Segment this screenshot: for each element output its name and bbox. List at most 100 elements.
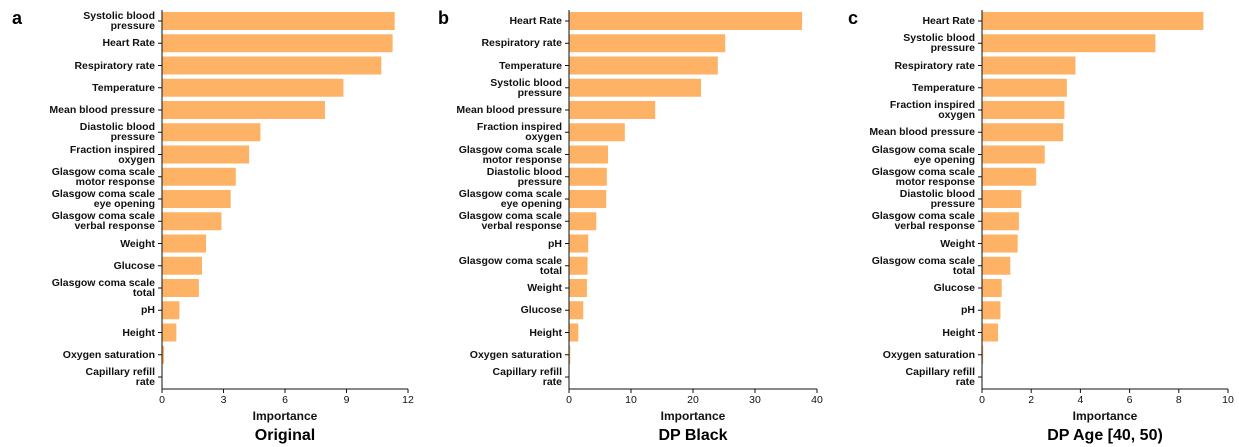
bar — [982, 101, 1065, 119]
bar — [569, 345, 571, 364]
bar — [569, 145, 609, 164]
y-tick-label: Glasgow coma scale total — [871, 254, 975, 277]
y-tick-label: Weight — [527, 282, 562, 294]
x-tick-label: 0 — [979, 394, 985, 406]
panel-title: DP Black — [658, 427, 728, 444]
bar — [982, 212, 1019, 231]
bar — [982, 78, 1067, 97]
x-tick-label: 3 — [220, 394, 227, 406]
bar — [162, 345, 165, 364]
bar — [982, 279, 1002, 297]
bar — [982, 301, 1001, 320]
y-tick-label: Heart Rate — [102, 37, 155, 50]
panel-title: DP Age [40, 50) — [1047, 427, 1163, 444]
bar — [982, 56, 1076, 75]
bar — [162, 212, 222, 231]
y-tick-label: Diastolic blood pressure — [899, 188, 975, 210]
bar — [982, 323, 998, 342]
bar — [569, 190, 607, 208]
y-tick-label: Weight — [940, 237, 975, 250]
y-tick-label: Oxygen saturation — [62, 348, 155, 361]
y-tick-label: Diastolic blood pressure — [79, 121, 155, 144]
bar — [162, 279, 199, 297]
y-tick-label: Height — [942, 326, 975, 339]
y-tick-label: Glasgow coma scale verbal response — [871, 210, 975, 233]
y-tick-label: Glasgow coma scale total — [458, 254, 562, 277]
bar — [569, 256, 588, 275]
x-axis-label: Importance — [660, 409, 726, 423]
y-tick-label: Respiratory rate — [74, 59, 155, 72]
y-tick-label: Glasgow coma scale motor response — [51, 165, 155, 188]
y-tick-label: Heart Rate — [922, 15, 975, 27]
bar — [569, 123, 625, 142]
x-tick-label: 6 — [1126, 394, 1133, 406]
x-tick-label: 30 — [749, 394, 761, 406]
bar — [162, 190, 231, 208]
y-tick-label: Glucose — [520, 304, 562, 317]
y-tick-label: pH — [141, 304, 155, 317]
bar — [982, 345, 984, 364]
y-tick-label: Capillary refill rate — [492, 366, 562, 388]
y-tick-label: Temperature — [499, 59, 562, 72]
y-tick-label: Height — [122, 326, 155, 339]
bar — [569, 212, 597, 231]
y-tick-label: Heart Rate — [509, 15, 562, 27]
x-tick-label: 40 — [811, 394, 823, 406]
y-tick-label: Diastolic blood pressure — [486, 165, 562, 188]
x-tick-label: 20 — [687, 394, 699, 406]
y-tick-label: Systolic blood pressure — [83, 10, 155, 32]
bar — [162, 123, 261, 142]
panel-label: a — [12, 8, 23, 28]
y-tick-label: Fraction inspired oxygen — [476, 121, 562, 144]
y-tick-label: Glasgow coma scale motor response — [458, 143, 562, 166]
bar — [162, 234, 207, 253]
x-tick-label: 12 — [402, 394, 414, 406]
y-tick-label: pH — [961, 304, 975, 317]
x-tick-label: 8 — [1175, 394, 1182, 406]
y-tick-label: Glasgow coma scale total — [51, 277, 155, 299]
x-tick-label: 6 — [282, 394, 288, 406]
bar — [162, 256, 202, 275]
bar — [569, 56, 718, 75]
bar — [982, 145, 1045, 164]
y-tick-label: Respiratory rate — [894, 59, 975, 72]
y-tick-label: Capillary refill rate — [85, 366, 155, 388]
x-tick-label: 0 — [566, 394, 572, 406]
y-tick-label: Capillary refill rate — [905, 366, 975, 388]
y-tick-label: Oxygen saturation — [469, 348, 562, 361]
x-tick-label: 2 — [1028, 394, 1035, 406]
y-tick-label: Temperature — [92, 81, 155, 94]
bar — [162, 12, 395, 30]
y-tick-label: Glucose — [933, 282, 975, 294]
panel-label: b — [438, 8, 449, 28]
bar — [162, 56, 382, 75]
y-tick-label: Respiratory rate — [481, 37, 562, 50]
y-tick-label: Fraction inspired oxygen — [889, 99, 975, 121]
y-tick-label: Fraction inspired oxygen — [69, 143, 155, 166]
bar — [569, 167, 607, 186]
y-tick-label: Mean blood pressure — [456, 104, 562, 116]
panel-title: Original — [254, 427, 316, 444]
x-tick-label: 0 — [159, 394, 165, 406]
y-tick-label: pH — [548, 237, 562, 250]
panel-label: c — [848, 8, 859, 28]
y-tick-label: Height — [529, 326, 562, 339]
bar — [982, 123, 1064, 142]
bar — [982, 12, 1204, 30]
bar — [569, 301, 584, 320]
bar — [162, 145, 250, 164]
y-tick-label: Mean blood pressure — [49, 104, 155, 116]
bar — [982, 34, 1156, 53]
y-tick-label: Weight — [120, 237, 155, 250]
bar — [569, 323, 579, 342]
x-tick-label: 4 — [1077, 394, 1084, 406]
bar — [569, 12, 803, 30]
y-tick-label: Oxygen saturation — [882, 348, 975, 361]
bar — [569, 101, 656, 119]
y-tick-label: Glasgow coma scale eye opening — [51, 188, 155, 210]
y-tick-label: Glasgow coma scale verbal response — [458, 210, 562, 233]
bar — [162, 101, 325, 119]
bar — [162, 34, 393, 53]
bar — [162, 167, 236, 186]
